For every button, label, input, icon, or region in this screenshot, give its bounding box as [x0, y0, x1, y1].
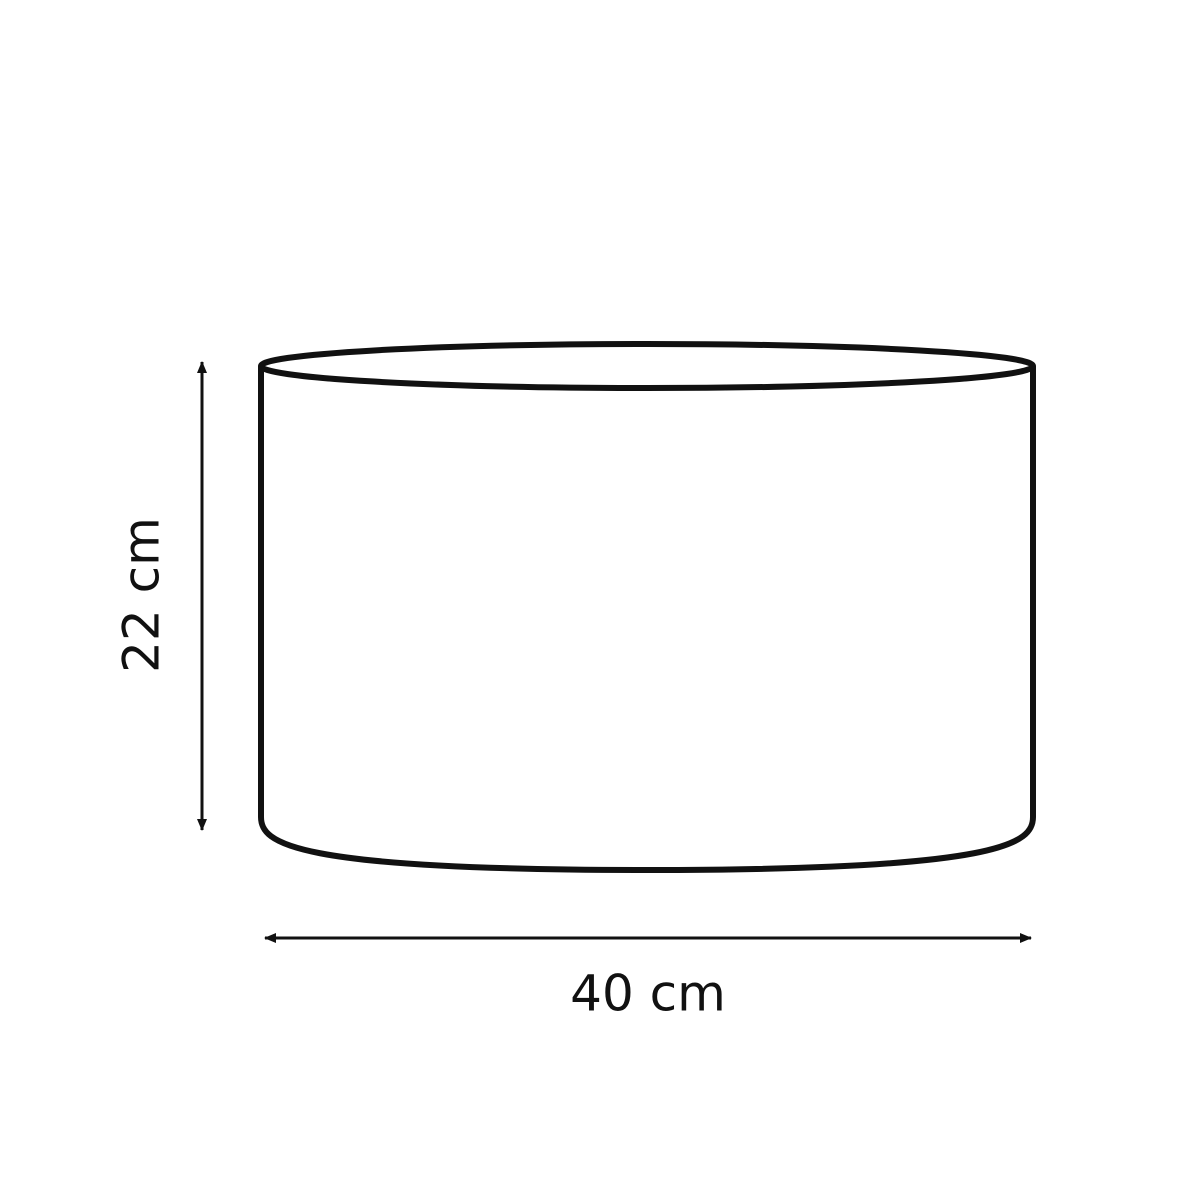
cylinder-shape: [258, 341, 1036, 873]
height-label: 22 cm: [113, 517, 171, 673]
cylinder-top-rim: [258, 341, 1036, 391]
cylinder-body: [258, 366, 1036, 873]
width-label: 40 cm: [570, 965, 726, 1023]
